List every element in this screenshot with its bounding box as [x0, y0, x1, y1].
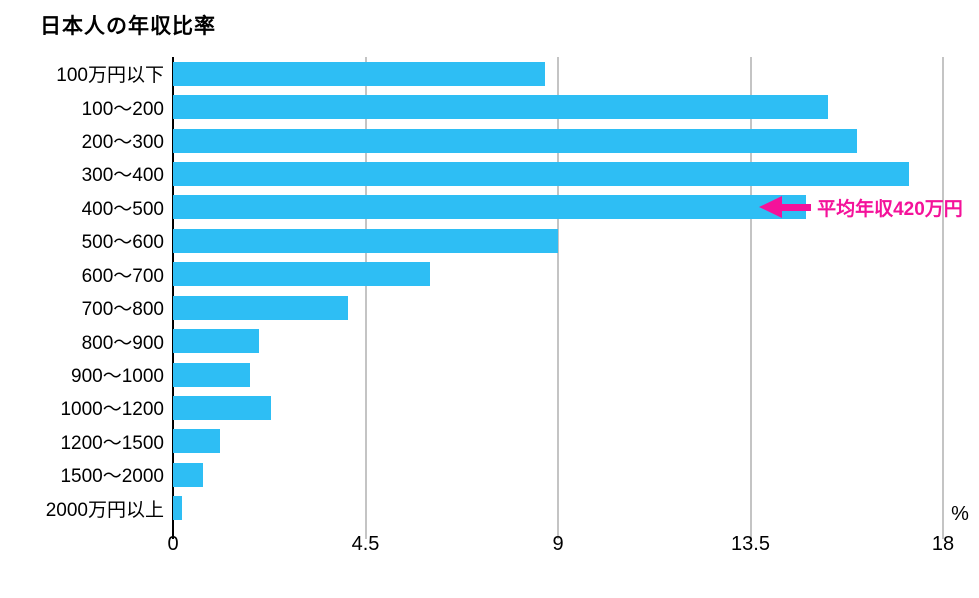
x-axis-labels: 0 4.5 9 13.5 18	[167, 533, 954, 559]
gridline	[557, 57, 559, 539]
table-row: 200〜300	[0, 124, 979, 157]
bar-track	[173, 295, 943, 320]
table-row: 900〜1000	[0, 358, 979, 391]
bar-100万円以下	[173, 61, 546, 86]
bar-800〜900	[173, 329, 259, 354]
category-label: 200〜300	[81, 132, 164, 154]
table-row: 400〜500	[0, 191, 979, 224]
bar-rows: 100万円以下 100〜200 200〜300 300〜400 400〜500 500〜6…	[0, 57, 979, 525]
table-row: 300〜400	[0, 157, 979, 190]
arrow-left-icon	[759, 196, 783, 219]
bar-track	[173, 395, 943, 420]
category-label: 500〜600	[81, 232, 164, 254]
gridline	[942, 57, 944, 539]
category-label: 1500〜2000	[60, 466, 164, 488]
category-label: 1000〜1200	[60, 399, 164, 421]
annotation-text: 平均年収420万円	[817, 198, 963, 220]
table-row: 800〜900	[0, 324, 979, 357]
bar-200〜300	[173, 128, 858, 153]
bar-track	[173, 462, 943, 487]
category-label: 100万円以下	[56, 65, 164, 87]
table-row: 700〜800	[0, 291, 979, 324]
bar-track	[173, 362, 943, 387]
bar-400〜500	[173, 195, 807, 220]
table-row: 100万円以下	[0, 57, 979, 90]
bar-100〜200	[173, 95, 828, 120]
bar-track	[173, 161, 943, 186]
bar-track	[173, 128, 943, 153]
bar-600〜700	[173, 262, 430, 287]
bar-900〜1000	[173, 362, 250, 387]
average-annotation: 平均年収420万円	[759, 196, 963, 220]
bar-track	[173, 228, 943, 253]
category-label: 2000万円以上	[45, 499, 164, 521]
category-label: 100〜200	[81, 98, 164, 120]
table-row: 2000万円以上	[0, 491, 979, 524]
bar-2000万円以上	[173, 496, 182, 521]
bar-track	[173, 496, 943, 521]
bar-track	[173, 95, 943, 120]
gridline	[364, 57, 367, 539]
chart-title: 日本人の年収比率	[40, 15, 216, 38]
x-tick-label: 9	[552, 533, 564, 555]
bar-track	[173, 195, 943, 220]
category-label: 900〜1000	[71, 366, 164, 387]
category-label: 700〜800	[81, 299, 164, 321]
bar-500〜600	[173, 228, 558, 253]
arrow-shaft	[782, 203, 812, 211]
bar-1200〜1500	[173, 429, 221, 454]
x-tick-label: 13.5	[731, 533, 770, 555]
bar-track	[173, 329, 943, 354]
bar-track	[173, 262, 943, 287]
category-label: 600〜700	[81, 265, 164, 287]
bar-1500〜2000	[173, 462, 203, 487]
x-tick-label: 18	[931, 533, 955, 555]
category-label: 800〜900	[81, 332, 164, 354]
category-label: 1200〜1500	[60, 432, 164, 454]
table-row: 500〜600	[0, 224, 979, 257]
category-label: 400〜500	[81, 198, 164, 220]
x-tick-label: 0	[167, 533, 179, 555]
bar-track	[173, 429, 943, 454]
bar-1000〜1200	[173, 395, 272, 420]
table-row: 100〜200	[0, 90, 979, 123]
bar-300〜400	[173, 161, 909, 186]
table-row: 1000〜1200	[0, 391, 979, 424]
bar-700〜800	[173, 295, 349, 320]
category-label: 300〜400	[81, 165, 164, 187]
plot-area: 100万円以下 100〜200 200〜300 300〜400 400〜500 500〜6…	[0, 57, 979, 555]
x-axis-unit: %	[951, 503, 969, 525]
table-row: 600〜700	[0, 258, 979, 291]
bar-track	[173, 61, 943, 86]
gridline	[749, 57, 752, 539]
table-row: 1500〜2000	[0, 458, 979, 491]
x-tick-label: 4.5	[351, 533, 380, 555]
table-row: 1200〜1500	[0, 425, 979, 458]
